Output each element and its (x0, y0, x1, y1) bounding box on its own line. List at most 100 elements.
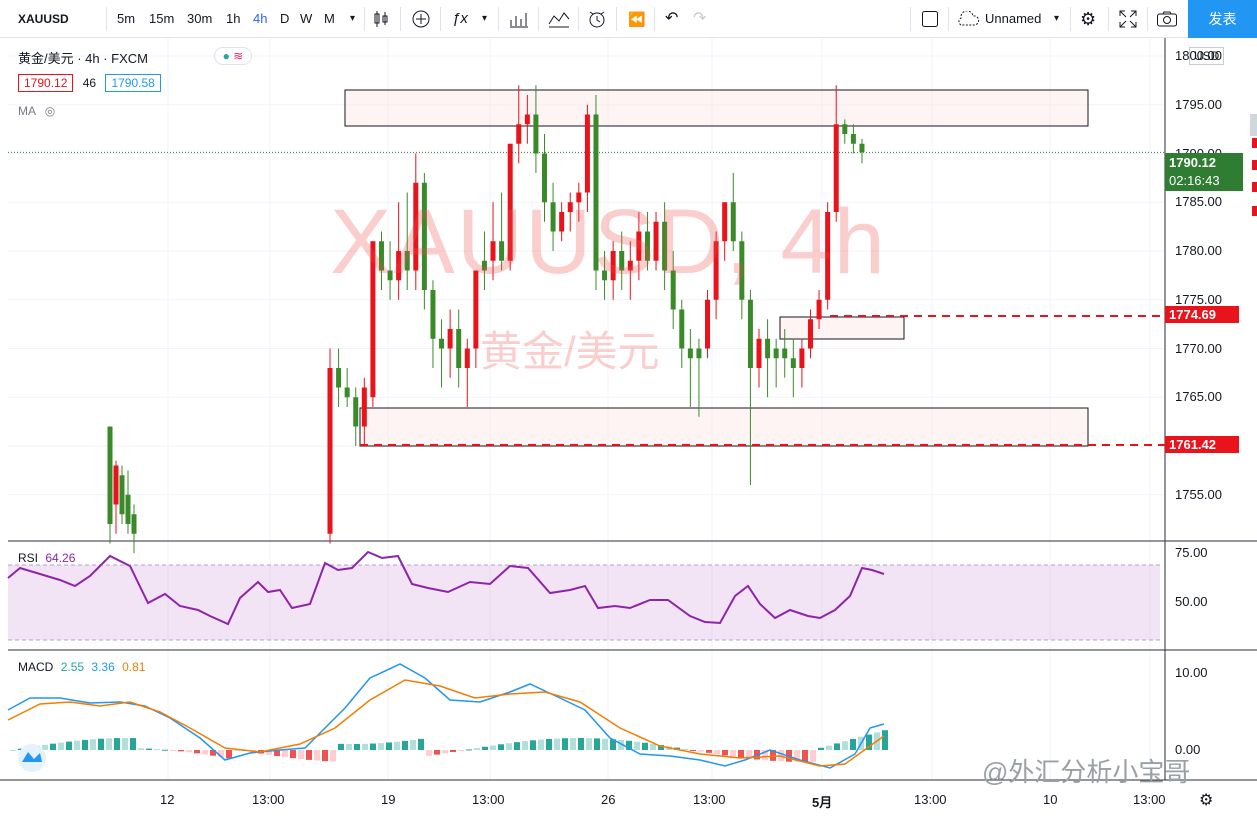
macd-histogram-bar (82, 739, 88, 750)
bars-icon[interactable] (509, 10, 529, 28)
square-icon[interactable] (921, 10, 939, 28)
level-tag-lower: 1761.42 (1165, 436, 1239, 453)
camera-icon[interactable] (1156, 10, 1178, 28)
candle-body (559, 212, 565, 232)
macd-histogram-bar (586, 738, 592, 750)
price-axis-label: 1765.00 (1175, 389, 1222, 405)
candle-body (816, 299, 822, 320)
gear-icon[interactable]: ⚙ (1199, 792, 1214, 809)
candle-body (713, 241, 719, 300)
replay-icon[interactable]: ⏪ (628, 11, 646, 27)
add-indicator-icon[interactable] (411, 9, 431, 29)
toolbar-divider (1070, 7, 1071, 31)
macd-histogram-bar (186, 750, 192, 753)
eye-off-icon[interactable]: ◎ (44, 104, 56, 118)
candle-body (679, 309, 685, 349)
fx-icon[interactable]: ƒx (452, 10, 468, 27)
side-marker-icon (1252, 206, 1257, 216)
symbol-search[interactable]: XAUUSD (18, 12, 69, 26)
candle-body (739, 241, 745, 300)
indicators-icon[interactable] (548, 10, 570, 28)
redo-icon[interactable]: ↷ (693, 10, 707, 27)
macd-histogram-bar (770, 750, 776, 761)
candle-body (533, 114, 539, 154)
rsi-band (8, 565, 1160, 640)
macd-histogram-bar (514, 742, 520, 750)
rsi-value: 64.26 (45, 551, 76, 565)
currency-label[interactable]: USD (1189, 47, 1225, 65)
candle-body (481, 260, 487, 271)
candle-body (387, 270, 393, 281)
layout-name[interactable]: Unnamed (985, 11, 1042, 26)
interval-4h[interactable]: 4h (253, 11, 268, 26)
macd-histogram-bar (266, 750, 272, 755)
candle-body (413, 182, 419, 271)
macd-histogram-bar (394, 741, 400, 750)
interval-M[interactable]: M (324, 11, 335, 26)
last-price: 1790.12 (1169, 155, 1216, 170)
macd-histogram-bar (570, 738, 576, 750)
candle-body (344, 387, 350, 398)
macd-histogram-bar (162, 749, 168, 751)
fullscreen-icon[interactable] (1119, 10, 1137, 28)
chevron-down-icon[interactable]: ▾ (1054, 13, 1060, 24)
macd-histogram-bar (218, 750, 224, 757)
bid-price[interactable]: 1790.12 (18, 74, 74, 92)
interval-15m[interactable]: 15m (149, 11, 175, 26)
interval-5m[interactable]: 5m (117, 11, 136, 26)
macd-histogram-bar (626, 740, 632, 750)
macd-histogram-bar (306, 750, 312, 760)
candle-body (507, 143, 513, 261)
candle-body (670, 270, 676, 310)
macd-histogram-bar (194, 750, 200, 754)
chevron-down-icon[interactable]: ▾ (350, 13, 356, 24)
candle-body (696, 348, 702, 359)
candle-body (644, 231, 650, 261)
author-credit: @外汇分析小宝哥 (982, 757, 1191, 787)
gear-icon[interactable]: ⚙ (1080, 9, 1097, 29)
undo-icon[interactable]: ↶ (665, 10, 679, 27)
candle-body (662, 221, 668, 271)
legend-status[interactable]: ● ≋ (214, 47, 252, 65)
interval-W[interactable]: W (300, 11, 313, 26)
macd-histogram-bar (210, 750, 216, 756)
publish-button[interactable]: 发表 (1188, 0, 1257, 38)
interval-D[interactable]: D (280, 11, 290, 26)
macd-histogram-bar (378, 743, 384, 750)
macd-histogram-bar (866, 734, 872, 750)
macd-histogram-bar (410, 739, 416, 750)
candle-body (447, 329, 453, 349)
candles-icon[interactable] (372, 10, 390, 28)
interval-30m[interactable]: 30m (187, 11, 213, 26)
macd-histogram-bar (386, 742, 392, 750)
candle-body (593, 114, 599, 271)
ma-label: MA (18, 104, 36, 118)
candle-body (765, 338, 771, 359)
chart-canvas[interactable] (0, 38, 1257, 820)
time-axis-label: 13:00 (472, 792, 505, 807)
candle-body (327, 368, 333, 534)
interval-1h[interactable]: 1h (226, 11, 241, 26)
macd-histogram-bar (146, 748, 152, 750)
rsi-axis-75: 75.00 (1175, 545, 1208, 560)
watermark-symbol: XAUUSD, 4h (330, 191, 887, 293)
candle-body (705, 299, 711, 349)
alert-icon[interactable] (587, 9, 607, 29)
candle-body (456, 329, 462, 368)
macd-histogram-bar (530, 740, 536, 750)
macd-histogram-bar (234, 749, 240, 751)
macd-histogram-bar (354, 743, 360, 750)
ask-price[interactable]: 1790.58 (105, 74, 161, 92)
signal-line (7, 679, 885, 767)
rsi-line (7, 550, 885, 626)
macd-histogram-bar (450, 750, 456, 753)
time-axis-label: 13:00 (252, 792, 285, 807)
macd-histogram-bar (402, 740, 408, 750)
candle-body (782, 348, 788, 359)
price-axis-label: 1755.00 (1175, 486, 1222, 502)
cloud-icon[interactable] (956, 11, 980, 27)
chevron-down-icon[interactable]: ▾ (482, 13, 488, 24)
macd-histogram-bar (634, 741, 640, 750)
candle-body (107, 426, 113, 524)
macd-histogram-bar (490, 745, 496, 750)
